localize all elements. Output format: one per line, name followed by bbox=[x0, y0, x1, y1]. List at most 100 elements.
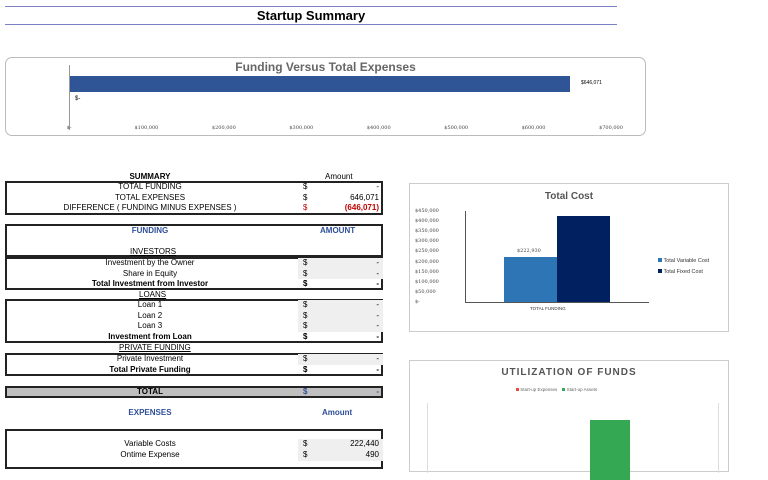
table-row: Investment by the Owner $ - bbox=[5, 258, 383, 269]
x-tick-label: $200,000 bbox=[211, 125, 236, 131]
row-value[interactable]: - bbox=[376, 310, 379, 320]
row-label: TOTAL FUNDING bbox=[118, 182, 182, 191]
table-row: Total Investment from Investor $ - bbox=[5, 279, 383, 290]
investors-label: INVESTORS bbox=[130, 247, 177, 256]
row-label: Investment by the Owner bbox=[105, 258, 195, 267]
bar-label-expenses: $646,071 bbox=[581, 80, 602, 86]
row-value: - bbox=[376, 182, 379, 191]
currency-symbol: $ bbox=[303, 182, 308, 191]
table-row: Total Private Funding $ - bbox=[5, 365, 383, 376]
funding-amount-header: AMOUNT bbox=[320, 226, 356, 235]
currency-symbol[interactable]: $ bbox=[303, 268, 308, 278]
currency-symbol[interactable]: $ bbox=[303, 354, 308, 363]
row-value[interactable]: - bbox=[376, 258, 379, 267]
currency-symbol[interactable]: $ bbox=[303, 258, 308, 267]
legend-variable-cost: Total Variable Cost bbox=[658, 258, 709, 264]
row-value[interactable]: - bbox=[376, 268, 379, 278]
row-value[interactable]: - bbox=[376, 321, 379, 330]
bar-data-label: $222,930 bbox=[517, 247, 541, 254]
row-value[interactable]: 490 bbox=[365, 450, 379, 459]
row-label: Variable Costs bbox=[124, 439, 176, 448]
table-row: Loan 3 $ - bbox=[5, 321, 383, 332]
x-tick-label: $700,000 bbox=[599, 125, 623, 131]
currency-symbol: $ bbox=[303, 279, 308, 288]
x-tick-label: $600,000 bbox=[521, 125, 546, 131]
y-tick-label: $300,000 bbox=[415, 238, 439, 245]
table-row: Loan 2 $ - bbox=[5, 310, 383, 321]
currency-symbol[interactable]: $ bbox=[303, 321, 308, 330]
table-row: Share in Equity $ - bbox=[5, 268, 383, 279]
y-tick-label: $350,000 bbox=[415, 228, 439, 235]
summary-header: SUMMARY bbox=[129, 172, 171, 181]
table-row: Private Investment $ - bbox=[5, 354, 383, 365]
row-value[interactable]: - bbox=[376, 354, 379, 363]
y-tick-label: $200,000 bbox=[415, 258, 439, 265]
y-tick-label: $150,000 bbox=[415, 268, 439, 275]
funding-header: FUNDING bbox=[131, 226, 169, 235]
row-value[interactable]: 222,440 bbox=[350, 439, 379, 448]
x-tick-label: $500,000 bbox=[444, 125, 469, 131]
row-value: 646,071 bbox=[350, 192, 379, 202]
y-tick-label: $100,000 bbox=[415, 278, 439, 285]
table-row: TOTAL $ - bbox=[5, 387, 383, 398]
expenses-header: EXPENSES bbox=[128, 408, 172, 417]
row-label: Total Private Funding bbox=[109, 364, 191, 374]
currency-symbol[interactable]: $ bbox=[303, 300, 308, 309]
chart-title: Total Cost bbox=[544, 191, 594, 202]
row-label: TOTAL EXPENSES bbox=[114, 192, 186, 202]
bar-total-expenses bbox=[70, 76, 571, 92]
row-label: Loan 1 bbox=[137, 300, 163, 309]
row-label: Loan 2 bbox=[137, 310, 163, 320]
x-tick-label: $100,000 bbox=[134, 125, 159, 131]
bar-variable-cost bbox=[504, 256, 557, 302]
chart-title: Funding Versus Total Expenses bbox=[235, 60, 416, 74]
summary-amount-header: Amount bbox=[325, 172, 353, 181]
total-cost-chart: Total Cost $- $50,000 $100,000 $150,000 $200… bbox=[409, 183, 729, 332]
y-tick-label: $250,000 bbox=[415, 248, 439, 255]
bar-fixed-cost bbox=[557, 216, 610, 302]
bar-startup-assets bbox=[590, 420, 630, 480]
row-label: Ontime Expense bbox=[120, 450, 180, 459]
table-row: TOTAL EXPENSES $ 646,071 bbox=[5, 193, 383, 204]
x-category-label: TOTAL FUNDING bbox=[530, 306, 566, 311]
currency-symbol: $ bbox=[303, 203, 308, 212]
row-value[interactable]: - bbox=[376, 300, 379, 309]
table-row: Loan 1 $ - bbox=[5, 300, 383, 311]
row-label: Share in Equity bbox=[122, 268, 178, 278]
row-value: - bbox=[376, 279, 379, 288]
x-tick-label: $400,000 bbox=[366, 125, 391, 131]
legend-fixed-cost: Total Fixed Cost bbox=[658, 269, 709, 275]
currency-symbol: $ bbox=[303, 192, 308, 202]
table-row: DIFFERENCE ( FUNDING MINUS EXPENSES ) $ … bbox=[5, 203, 383, 214]
row-value: (646,071) bbox=[344, 203, 379, 212]
currency-symbol[interactable]: $ bbox=[303, 439, 308, 448]
currency-symbol: $ bbox=[303, 364, 308, 374]
currency-symbol: $ bbox=[303, 387, 308, 396]
chart-title: UTILIZATION OF FUNDS bbox=[501, 367, 637, 378]
row-label: TOTAL bbox=[137, 387, 163, 396]
legend-startup-expenses: Start-up Expenses bbox=[516, 387, 557, 392]
bar-label-funding: $- bbox=[75, 96, 81, 102]
loans-label: LOANS bbox=[139, 290, 167, 299]
utilization-chart: UTILIZATION OF FUNDS Start-up Expenses S… bbox=[409, 360, 729, 480]
expenses-amount-header: Amount bbox=[322, 408, 353, 417]
row-label: Private Investment bbox=[116, 354, 184, 363]
row-label: Loan 3 bbox=[137, 321, 163, 330]
funding-vs-expenses-chart: Funding Versus Total Expenses $646,071 $… bbox=[5, 57, 646, 136]
page-title: Startup Summary bbox=[256, 8, 366, 23]
currency-symbol[interactable]: $ bbox=[303, 450, 308, 459]
row-value: - bbox=[376, 331, 379, 341]
row-label: Investment from Loan bbox=[108, 331, 192, 341]
row-value: - bbox=[376, 364, 379, 374]
y-tick-label: $450,000 bbox=[415, 208, 439, 214]
y-tick-label: $50,000 bbox=[415, 288, 436, 295]
table-row: Variable Costs $ 222,440 bbox=[5, 439, 383, 450]
private-funding-label: PRIVATE FUNDING bbox=[119, 343, 191, 352]
table-row: TOTAL FUNDING $ - bbox=[5, 182, 383, 193]
x-tick-label: $- bbox=[66, 125, 72, 131]
table-row: Ontime Expense $ 490 bbox=[5, 450, 383, 461]
currency-symbol[interactable]: $ bbox=[303, 310, 308, 320]
x-tick-label: $300,000 bbox=[289, 125, 314, 131]
row-value: - bbox=[376, 387, 379, 396]
y-tick-label: $400,000 bbox=[415, 218, 439, 225]
